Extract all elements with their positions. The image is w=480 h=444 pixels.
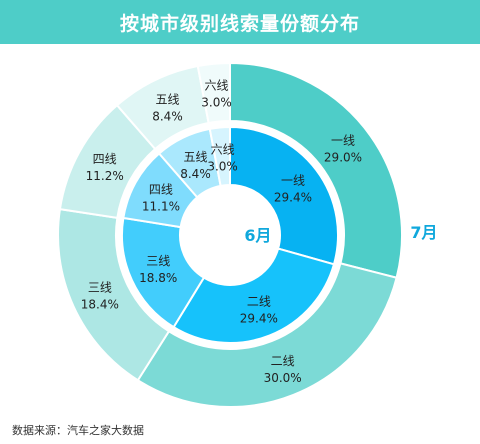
inner-category-label-tier6: 六线: [211, 142, 235, 156]
outer-category-label-tier4: 四线: [93, 152, 117, 166]
outer-value-label-tier1: 29.0%: [324, 150, 362, 164]
inner-category-label-tier4: 四线: [149, 183, 173, 197]
inner-value-label-tier6: 3.0%: [207, 159, 238, 173]
outer-series-label: 7月: [410, 223, 437, 242]
inner-category-label-tier1: 一线: [281, 173, 305, 187]
outer-category-label-tier6: 六线: [205, 79, 229, 93]
inner-category-label-tier2: 二线: [247, 295, 271, 309]
inner-value-label-tier4: 11.1%: [142, 200, 180, 214]
slice-labels: 一线29.4%二线29.4%三线18.8%四线11.1%五线8.4%六线3.0%…: [81, 79, 362, 385]
inner-value-label-tier3: 18.8%: [139, 271, 177, 285]
outer-value-label-tier2: 30.0%: [264, 371, 302, 385]
inner-value-label-tier5: 8.4%: [180, 167, 211, 181]
inner-value-label-tier2: 29.4%: [240, 312, 278, 326]
outer-value-label-tier3: 18.4%: [81, 297, 119, 311]
outer-category-label-tier1: 一线: [331, 133, 355, 147]
outer-slice-tier6: [196, 61, 231, 125]
outer-ring-7m: [57, 61, 403, 408]
outer-slice-tier2: [136, 262, 398, 408]
outer-category-label-tier3: 三线: [88, 280, 112, 294]
center-hole: [180, 185, 280, 285]
outer-value-label-tier5: 8.4%: [152, 109, 183, 123]
inner-category-label-tier3: 三线: [146, 254, 170, 268]
outer-slice-tier1: [229, 61, 403, 279]
inner-category-label-tier5: 五线: [183, 150, 207, 164]
inner-ring-6m: [121, 125, 339, 344]
outer-value-label-tier4: 11.2%: [86, 169, 124, 183]
inner-value-label-tier1: 29.4%: [274, 190, 312, 204]
inner-series-label: 6月: [244, 226, 271, 245]
outer-value-label-tier6: 3.0%: [201, 96, 232, 110]
outer-category-label-tier2: 二线: [271, 354, 295, 368]
chart-title: 按城市级别线索量份额分布: [119, 12, 360, 35]
data-source: 数据来源：汽车之家大数据: [12, 424, 144, 437]
title-bar: 按城市级别线索量份额分布: [0, 0, 480, 44]
donut-chart: 一线29.4%二线29.4%三线18.8%四线11.1%五线8.4%六线3.0%…: [57, 61, 438, 408]
outer-category-label-tier5: 五线: [155, 92, 179, 106]
